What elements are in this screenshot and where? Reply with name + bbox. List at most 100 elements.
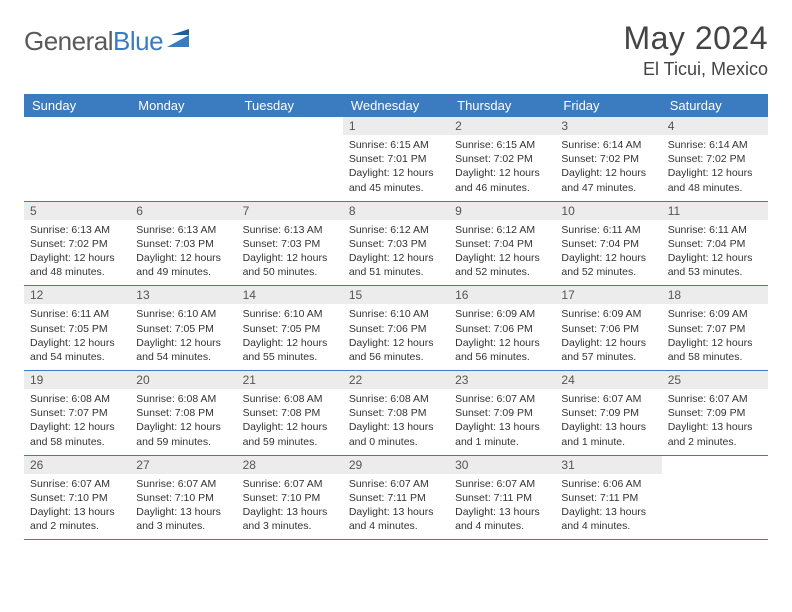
day-info: Sunrise: 6:06 AMSunset: 7:11 PMDaylight:… (561, 477, 655, 534)
day-info: Sunrise: 6:15 AMSunset: 7:02 PMDaylight:… (455, 138, 549, 195)
day-cell: 9Sunrise: 6:12 AMSunset: 7:04 PMDaylight… (449, 201, 555, 286)
sunset-text: Sunset: 7:09 PM (668, 406, 762, 420)
sunrise-text: Sunrise: 6:13 AM (243, 223, 337, 237)
day-info: Sunrise: 6:09 AMSunset: 7:06 PMDaylight:… (561, 307, 655, 364)
day-info: Sunrise: 6:10 AMSunset: 7:05 PMDaylight:… (136, 307, 230, 364)
day-cell: 21Sunrise: 6:08 AMSunset: 7:08 PMDayligh… (237, 371, 343, 456)
sunrise-text: Sunrise: 6:07 AM (668, 392, 762, 406)
title-block: May 2024 El Ticui, Mexico (623, 20, 768, 80)
day-cell: 6Sunrise: 6:13 AMSunset: 7:03 PMDaylight… (130, 201, 236, 286)
day-cell: 7Sunrise: 6:13 AMSunset: 7:03 PMDaylight… (237, 201, 343, 286)
day-header: Monday (130, 94, 236, 117)
day-cell: 23Sunrise: 6:07 AMSunset: 7:09 PMDayligh… (449, 371, 555, 456)
day-number: 30 (449, 456, 555, 474)
sunrise-text: Sunrise: 6:06 AM (561, 477, 655, 491)
sunset-text: Sunset: 7:06 PM (561, 322, 655, 336)
day-info: Sunrise: 6:07 AMSunset: 7:10 PMDaylight:… (136, 477, 230, 534)
day-number: 13 (130, 286, 236, 304)
day-cell: 1Sunrise: 6:15 AMSunset: 7:01 PMDaylight… (343, 117, 449, 201)
sunset-text: Sunset: 7:05 PM (243, 322, 337, 336)
day-number: 20 (130, 371, 236, 389)
logo-text: GeneralBlue (24, 26, 163, 57)
day-cell: 2Sunrise: 6:15 AMSunset: 7:02 PMDaylight… (449, 117, 555, 201)
sunset-text: Sunset: 7:10 PM (136, 491, 230, 505)
daylight-text: Daylight: 13 hours and 0 minutes. (349, 420, 443, 448)
day-number: 28 (237, 456, 343, 474)
sunset-text: Sunset: 7:10 PM (243, 491, 337, 505)
sunrise-text: Sunrise: 6:08 AM (349, 392, 443, 406)
day-info: Sunrise: 6:07 AMSunset: 7:11 PMDaylight:… (349, 477, 443, 534)
day-number: 3 (555, 117, 661, 135)
day-info: Sunrise: 6:08 AMSunset: 7:08 PMDaylight:… (243, 392, 337, 449)
sunrise-text: Sunrise: 6:13 AM (30, 223, 124, 237)
day-header: Tuesday (237, 94, 343, 117)
day-cell: 25 Sunrise: 6:07 AMSunset: 7:09 PMDayligh… (662, 371, 768, 456)
day-cell: 8Sunrise: 6:12 AMSunset: 7:03 PMDaylight… (343, 201, 449, 286)
sunset-text: Sunset: 7:02 PM (668, 152, 762, 166)
day-header-row: SundayMondayTuesdayWednesdayThursdayFrid… (24, 94, 768, 117)
logo: GeneralBlue (24, 26, 193, 57)
calendar-table: SundayMondayTuesdayWednesdayThursdayFrid… (24, 94, 768, 540)
sunset-text: Sunset: 7:02 PM (455, 152, 549, 166)
day-info: Sunrise: 6:08 AMSunset: 7:08 PMDaylight:… (349, 392, 443, 449)
day-info: Sunrise: 6:08 AMSunset: 7:08 PMDaylight:… (136, 392, 230, 449)
day-info: Sunrise: 6:11 AMSunset: 7:04 PMDaylight:… (561, 223, 655, 280)
day-number: 1 (343, 117, 449, 135)
day-number: 4 (662, 117, 768, 135)
daylight-text: Daylight: 12 hours and 46 minutes. (455, 166, 549, 194)
day-cell-empty (662, 455, 768, 540)
day-number: 15 (343, 286, 449, 304)
day-info: Sunrise: 6:14 AMSunset: 7:02 PMDaylight:… (668, 138, 762, 195)
sunrise-text: Sunrise: 6:09 AM (455, 307, 549, 321)
day-number: 23 (449, 371, 555, 389)
day-cell: 4 Sunrise: 6:14 AMSunset: 7:02 PMDaylight… (662, 117, 768, 201)
week-row: 12Sunrise: 6:11 AMSunset: 7:05 PMDayligh… (24, 286, 768, 371)
day-info: Sunrise: 6:11 AMSunset: 7:04 PMDaylight:… (668, 223, 762, 280)
daylight-text: Daylight: 12 hours and 57 minutes. (561, 336, 655, 364)
daylight-text: Daylight: 12 hours and 53 minutes. (668, 251, 762, 279)
sunrise-text: Sunrise: 6:08 AM (243, 392, 337, 406)
day-info: Sunrise: 6:09 AMSunset: 7:06 PMDaylight:… (455, 307, 549, 364)
sunset-text: Sunset: 7:08 PM (136, 406, 230, 420)
daylight-text: Daylight: 12 hours and 58 minutes. (668, 336, 762, 364)
sunset-text: Sunset: 7:02 PM (561, 152, 655, 166)
week-row: 5Sunrise: 6:13 AMSunset: 7:02 PMDaylight… (24, 201, 768, 286)
day-info: Sunrise: 6:12 AMSunset: 7:03 PMDaylight:… (349, 223, 443, 280)
sunset-text: Sunset: 7:05 PM (136, 322, 230, 336)
day-number: 25 (662, 371, 768, 389)
day-cell: 31Sunrise: 6:06 AMSunset: 7:11 PMDayligh… (555, 455, 661, 540)
day-number: 10 (555, 202, 661, 220)
day-number: 27 (130, 456, 236, 474)
daylight-text: Daylight: 13 hours and 3 minutes. (136, 505, 230, 533)
day-info: Sunrise: 6:11 AMSunset: 7:05 PMDaylight:… (30, 307, 124, 364)
daylight-text: Daylight: 13 hours and 1 minute. (561, 420, 655, 448)
sunrise-text: Sunrise: 6:07 AM (455, 392, 549, 406)
sunrise-text: Sunrise: 6:10 AM (243, 307, 337, 321)
daylight-text: Daylight: 13 hours and 3 minutes. (243, 505, 337, 533)
sunrise-text: Sunrise: 6:08 AM (30, 392, 124, 406)
daylight-text: Daylight: 13 hours and 2 minutes. (668, 420, 762, 448)
daylight-text: Daylight: 12 hours and 58 minutes. (30, 420, 124, 448)
sunset-text: Sunset: 7:06 PM (455, 322, 549, 336)
week-row: 26Sunrise: 6:07 AMSunset: 7:10 PMDayligh… (24, 455, 768, 540)
daylight-text: Daylight: 13 hours and 4 minutes. (455, 505, 549, 533)
day-cell: 5Sunrise: 6:13 AMSunset: 7:02 PMDaylight… (24, 201, 130, 286)
day-info: Sunrise: 6:07 AMSunset: 7:10 PMDaylight:… (243, 477, 337, 534)
daylight-text: Daylight: 12 hours and 47 minutes. (561, 166, 655, 194)
day-info: Sunrise: 6:07 AMSunset: 7:09 PMDaylight:… (561, 392, 655, 449)
sunrise-text: Sunrise: 6:09 AM (561, 307, 655, 321)
day-cell: 15Sunrise: 6:10 AMSunset: 7:06 PMDayligh… (343, 286, 449, 371)
day-number: 14 (237, 286, 343, 304)
day-header: Saturday (662, 94, 768, 117)
sunrise-text: Sunrise: 6:14 AM (668, 138, 762, 152)
day-number: 24 (555, 371, 661, 389)
sunset-text: Sunset: 7:11 PM (455, 491, 549, 505)
sunset-text: Sunset: 7:04 PM (455, 237, 549, 251)
sunrise-text: Sunrise: 6:09 AM (668, 307, 762, 321)
day-header: Thursday (449, 94, 555, 117)
day-number: 11 (662, 202, 768, 220)
sunrise-text: Sunrise: 6:10 AM (136, 307, 230, 321)
sunrise-text: Sunrise: 6:11 AM (30, 307, 124, 321)
day-info: Sunrise: 6:10 AMSunset: 7:05 PMDaylight:… (243, 307, 337, 364)
daylight-text: Daylight: 12 hours and 52 minutes. (561, 251, 655, 279)
